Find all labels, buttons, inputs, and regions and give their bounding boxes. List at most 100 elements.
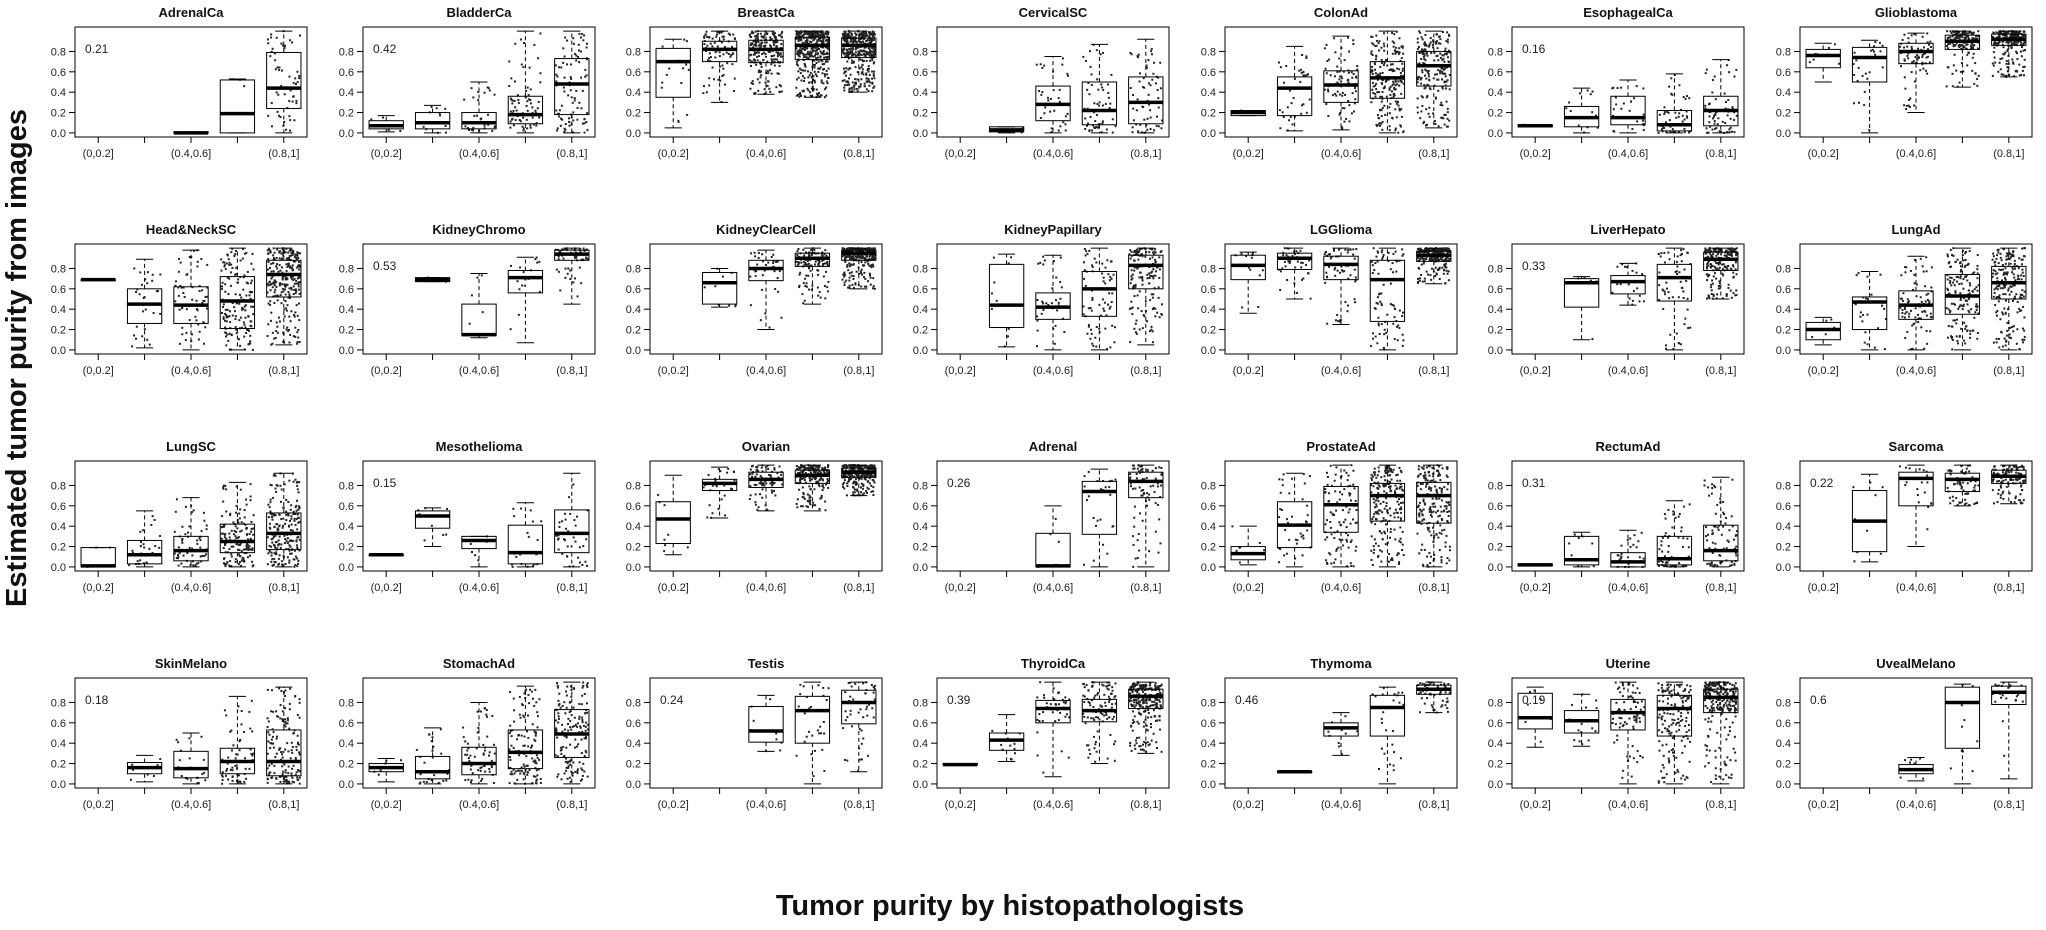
data-point bbox=[1383, 45, 1386, 48]
data-point bbox=[1704, 104, 1707, 107]
data-point bbox=[271, 331, 274, 334]
data-point bbox=[1973, 44, 1976, 47]
data-point bbox=[578, 61, 581, 64]
data-point bbox=[1135, 319, 1138, 322]
data-point bbox=[510, 77, 513, 80]
box-4 bbox=[266, 247, 302, 346]
data-point bbox=[845, 54, 848, 57]
data-point bbox=[538, 290, 541, 293]
data-point bbox=[238, 319, 241, 322]
data-point bbox=[846, 39, 849, 42]
data-point bbox=[1853, 102, 1856, 105]
data-point bbox=[758, 69, 761, 72]
data-point bbox=[1375, 82, 1378, 85]
data-point bbox=[847, 32, 850, 35]
data-point bbox=[1371, 337, 1374, 340]
box-iqr bbox=[1610, 95, 1646, 126]
data-point bbox=[1960, 62, 1963, 65]
x-tick-label: (0.8,1] bbox=[843, 365, 874, 377]
data-point bbox=[1338, 113, 1341, 116]
data-point bbox=[573, 99, 576, 102]
data-point bbox=[1728, 128, 1731, 131]
data-point bbox=[517, 99, 520, 102]
data-point bbox=[822, 40, 825, 43]
data-point bbox=[865, 33, 868, 36]
data-point bbox=[243, 305, 246, 308]
data-point bbox=[802, 46, 805, 49]
data-point bbox=[1336, 70, 1339, 73]
data-point bbox=[733, 37, 736, 40]
data-point bbox=[564, 123, 567, 126]
box-iqr bbox=[1230, 254, 1266, 281]
data-point bbox=[578, 49, 581, 52]
data-point bbox=[803, 299, 806, 302]
data-point bbox=[772, 58, 775, 61]
data-point bbox=[820, 59, 823, 62]
data-point bbox=[1386, 313, 1389, 316]
data-point bbox=[1418, 75, 1421, 78]
data-point bbox=[1143, 315, 1146, 318]
data-point bbox=[847, 81, 850, 84]
data-point bbox=[521, 284, 524, 287]
data-point bbox=[229, 284, 232, 287]
data-point bbox=[294, 311, 297, 314]
data-point bbox=[284, 251, 287, 254]
data-point bbox=[201, 302, 204, 305]
data-point bbox=[1394, 129, 1397, 132]
data-point bbox=[1955, 42, 1958, 45]
data-point bbox=[1925, 56, 1928, 59]
data-point bbox=[1392, 80, 1395, 83]
box-1 bbox=[988, 126, 1025, 134]
data-point bbox=[268, 281, 271, 284]
data-point bbox=[778, 53, 781, 56]
data-point bbox=[795, 52, 798, 55]
data-point bbox=[873, 48, 876, 51]
data-point bbox=[1305, 56, 1308, 59]
data-point bbox=[1416, 247, 1419, 250]
data-point bbox=[1446, 259, 1449, 262]
box-4 bbox=[1128, 38, 1164, 134]
data-point bbox=[759, 319, 762, 322]
data-point bbox=[1158, 268, 1161, 271]
data-point bbox=[1444, 257, 1447, 260]
box-iqr bbox=[794, 36, 831, 61]
data-point bbox=[1299, 249, 1302, 252]
data-point bbox=[716, 31, 719, 34]
data-point bbox=[1838, 62, 1841, 65]
data-point bbox=[1444, 84, 1447, 87]
data-point bbox=[1711, 91, 1714, 94]
data-point bbox=[1591, 90, 1594, 93]
data-point bbox=[1423, 41, 1426, 44]
data-point bbox=[174, 300, 177, 303]
data-point bbox=[871, 47, 874, 50]
data-point bbox=[731, 63, 734, 66]
data-point bbox=[733, 77, 736, 80]
box-3 bbox=[794, 247, 831, 305]
data-point bbox=[1350, 71, 1353, 74]
data-point bbox=[825, 254, 828, 257]
data-point bbox=[1424, 33, 1427, 36]
data-point bbox=[826, 260, 829, 263]
data-point bbox=[798, 36, 801, 39]
data-point bbox=[283, 283, 286, 286]
data-point bbox=[249, 297, 252, 300]
data-point bbox=[1442, 117, 1445, 120]
data-point bbox=[847, 286, 850, 289]
data-point bbox=[1673, 131, 1676, 134]
data-point bbox=[1910, 47, 1913, 50]
data-point bbox=[873, 46, 876, 49]
data-point bbox=[534, 258, 537, 261]
data-point bbox=[1394, 127, 1397, 130]
data-point bbox=[816, 40, 819, 43]
data-point bbox=[990, 307, 993, 310]
data-point bbox=[843, 30, 846, 33]
data-point bbox=[1394, 250, 1397, 253]
data-point bbox=[1371, 271, 1374, 274]
box-3 bbox=[1656, 73, 1693, 134]
data-point bbox=[2012, 62, 2015, 65]
data-point bbox=[228, 315, 231, 318]
data-point bbox=[1341, 91, 1344, 94]
data-point bbox=[1064, 129, 1067, 132]
data-point bbox=[298, 275, 301, 278]
data-point bbox=[867, 262, 870, 265]
